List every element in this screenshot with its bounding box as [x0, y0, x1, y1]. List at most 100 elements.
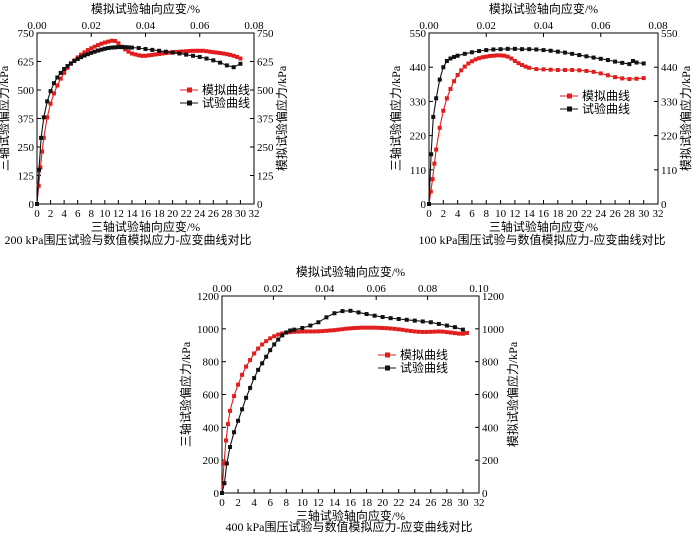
- data-point: [455, 72, 460, 77]
- data-point: [300, 326, 305, 331]
- data-point: [62, 67, 67, 72]
- data-point: [641, 76, 646, 81]
- data-point: [140, 53, 145, 58]
- data-point: [39, 135, 44, 140]
- data-point: [437, 125, 442, 130]
- data-point: [240, 407, 245, 412]
- data-point: [484, 48, 489, 53]
- data-point: [106, 39, 111, 44]
- x-tick-label: 6: [267, 497, 273, 509]
- data-point: [444, 58, 449, 63]
- x-tick-label: 30: [457, 497, 469, 509]
- x-tick-label: 32: [249, 208, 260, 220]
- data-point: [613, 75, 618, 80]
- data-point: [376, 325, 381, 330]
- data-point: [224, 461, 229, 466]
- series-line: [36, 46, 241, 205]
- x-tick-label: 12: [113, 208, 124, 220]
- data-point: [630, 58, 635, 63]
- data-point: [150, 52, 155, 57]
- y-tick-label: 0: [421, 199, 427, 211]
- legend-label: 试验曲线: [202, 95, 250, 110]
- data-point: [460, 331, 465, 336]
- data-point: [605, 73, 610, 78]
- data-point: [598, 71, 603, 76]
- data-point: [268, 336, 273, 341]
- data-point: [432, 161, 437, 166]
- data-point: [448, 330, 453, 335]
- data-point: [534, 47, 539, 52]
- data-point: [272, 342, 277, 347]
- data-point: [434, 147, 439, 152]
- x2-tick-label: 0.02: [477, 20, 496, 32]
- data-point: [459, 68, 464, 73]
- x2-tick-label: 0.08: [418, 283, 438, 295]
- legend-marker: [567, 93, 572, 99]
- data-point: [194, 48, 199, 53]
- x-tick-label: 6: [75, 208, 81, 220]
- x2-tick-label: 0.00: [27, 20, 47, 32]
- x-tick-label: 32: [653, 208, 664, 220]
- data-point: [218, 60, 223, 65]
- data-point: [316, 329, 321, 334]
- data-point: [541, 67, 546, 72]
- x-tick-label: 8: [89, 208, 95, 220]
- data-point: [340, 327, 345, 332]
- data-point: [523, 64, 528, 69]
- x-tick-label: 18: [361, 497, 373, 509]
- y2-tick-label: 0: [257, 199, 263, 211]
- data-point: [527, 47, 532, 52]
- data-point: [37, 167, 42, 172]
- data-point: [224, 63, 229, 68]
- data-point: [324, 315, 329, 320]
- y2-tick-label: 625: [257, 57, 274, 69]
- data-point: [106, 46, 111, 51]
- data-point: [82, 50, 87, 55]
- data-point: [408, 328, 413, 333]
- data-point: [462, 64, 467, 69]
- data-point: [498, 47, 503, 52]
- data-point: [226, 422, 231, 427]
- data-point: [360, 325, 365, 330]
- x-tick-label: 16: [140, 208, 152, 220]
- data-point: [228, 408, 233, 413]
- data-point: [276, 332, 281, 337]
- data-point: [264, 339, 269, 344]
- x-tick-label: 20: [377, 497, 389, 509]
- data-point: [296, 329, 301, 334]
- data-point: [332, 328, 337, 333]
- x-tick-label: 14: [329, 497, 341, 509]
- y-tick-label: 440: [410, 62, 427, 74]
- x-tick-label: 22: [393, 497, 404, 509]
- data-point: [452, 325, 457, 330]
- x2-tick-label: 0.10: [469, 283, 489, 295]
- data-point: [119, 45, 124, 50]
- data-point: [65, 64, 70, 69]
- x2-tick-label: 0.06: [591, 20, 611, 32]
- data-point: [328, 328, 333, 333]
- data-point: [562, 67, 567, 72]
- y-axis-title: 三轴试验偏应力/kPa: [388, 65, 403, 171]
- y2-axis-title: 模拟试验偏应力/kPa: [678, 65, 693, 171]
- legend-label: 模拟曲线: [582, 89, 630, 103]
- data-point: [72, 59, 77, 64]
- chart-panel-1: 0 2 4 6 8 10 12 14 16 18 20 22 24 26 28 30 320.00 0.02 0.0…: [0, 1, 289, 247]
- data-point: [190, 48, 195, 53]
- data-point: [41, 135, 46, 140]
- data-point: [516, 61, 521, 66]
- y2-tick-label: 110: [661, 165, 678, 177]
- y-tick-label: 375: [18, 114, 35, 126]
- data-point: [126, 45, 131, 50]
- data-point: [123, 47, 128, 52]
- x2-tick-label: 0.02: [82, 20, 101, 32]
- x-tick-label: 28: [221, 208, 233, 220]
- x-tick-label: 26: [425, 497, 437, 509]
- legend-label: 模拟曲线: [202, 83, 250, 97]
- data-point: [364, 312, 369, 317]
- y-tick-label: 125: [18, 171, 35, 183]
- data-point: [620, 60, 625, 65]
- data-point: [68, 61, 73, 66]
- x-tick-label: 16: [538, 208, 550, 220]
- data-point: [244, 364, 249, 369]
